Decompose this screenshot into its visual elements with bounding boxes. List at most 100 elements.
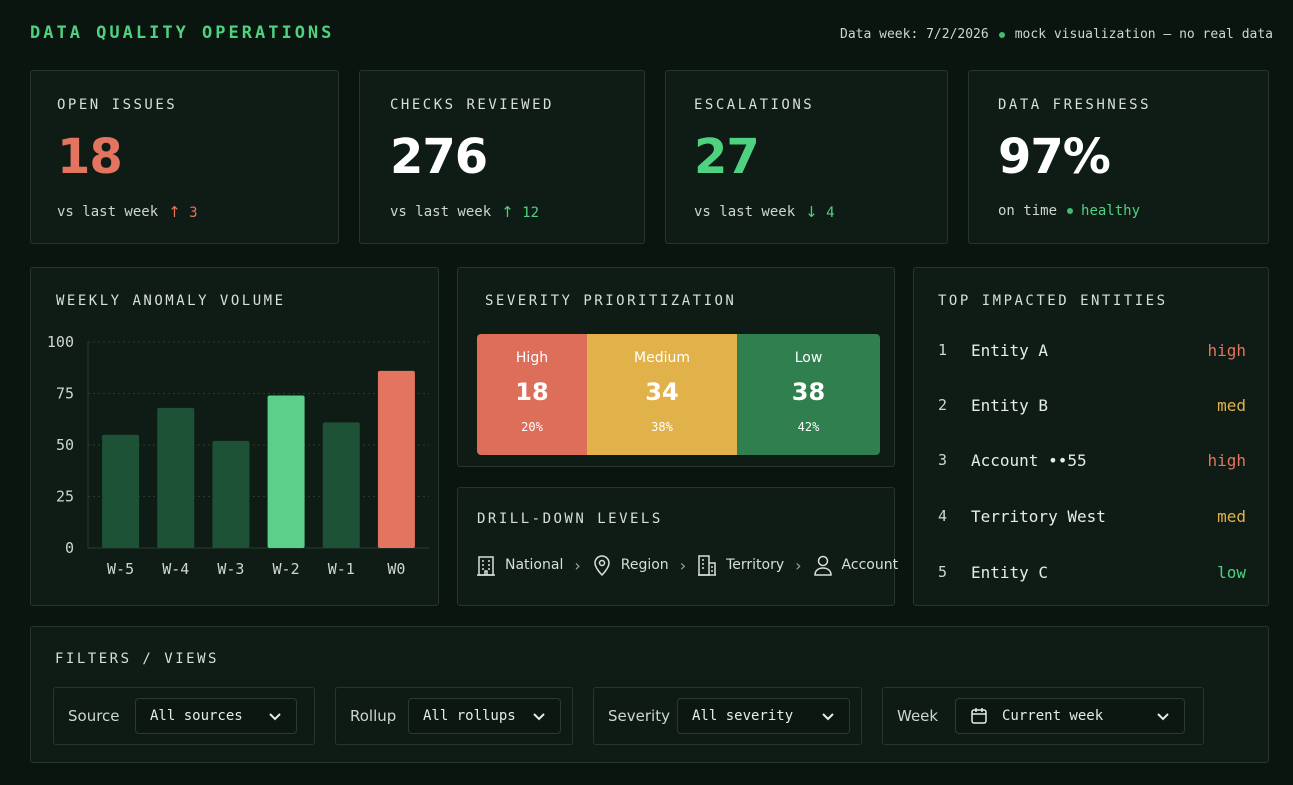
status-healthy: healthy xyxy=(1067,203,1140,219)
kpi-sub-label: on time xyxy=(998,203,1058,219)
bar-w-3[interactable] xyxy=(212,440,250,548)
kpi-delta-value: ↑ 12 xyxy=(501,203,539,221)
week-select[interactable]: Current week xyxy=(955,698,1185,734)
x-tick-label: W-4 xyxy=(162,560,189,578)
y-tick-label: 75 xyxy=(56,385,74,403)
drilldown-breadcrumb: National › Region › Territory › Account xyxy=(476,554,898,576)
severity-pct: 42% xyxy=(797,420,820,434)
severity-pct: 20% xyxy=(521,420,543,434)
filter-rollup: Rollup All rollups xyxy=(335,687,573,745)
entity-row[interactable]: 5 Entity C low xyxy=(938,563,1246,582)
kpi-label: OPEN ISSUES xyxy=(57,97,178,113)
entity-rank: 5 xyxy=(938,563,948,581)
severity-name: Low xyxy=(794,350,823,366)
kpi-delta-value: ↑ 3 xyxy=(168,203,197,221)
filter-label: Source xyxy=(68,707,120,725)
drill-level-account[interactable]: Account xyxy=(813,554,898,576)
kpi-card-open-issues: OPEN ISSUES 18 vs last week ↑ 3 xyxy=(30,70,339,244)
entity-severity: high xyxy=(1207,451,1246,470)
chevron-right-icon: › xyxy=(574,555,581,575)
chevron-right-icon: › xyxy=(679,555,687,575)
rollup-select[interactable]: All rollups xyxy=(408,698,561,734)
source-select[interactable]: All sources xyxy=(135,698,297,734)
x-tick-label: W-2 xyxy=(273,560,300,578)
arrow-up-icon: ↑ xyxy=(168,203,181,221)
kpi-value: 18 xyxy=(57,129,123,185)
severity-segment-high[interactable]: High 18 20% xyxy=(477,334,587,455)
entity-row[interactable]: 2 Entity B med xyxy=(938,396,1246,415)
map-pin-icon xyxy=(593,555,610,576)
x-tick-label: W-1 xyxy=(328,560,355,578)
severity-segment-low[interactable]: Low 38 42% xyxy=(737,334,880,455)
calendar-icon xyxy=(971,708,987,724)
kpi-value: 27 xyxy=(694,129,760,185)
x-tick-label: W-3 xyxy=(217,560,244,578)
entity-name: Entity B xyxy=(971,396,1049,415)
mock-note: mock visualization — no real data xyxy=(1014,27,1273,42)
severity-pct: 38% xyxy=(651,420,673,434)
user-icon xyxy=(813,555,832,576)
entity-row[interactable]: 3 Account ••55 high xyxy=(938,451,1246,470)
entity-rank: 3 xyxy=(938,451,948,469)
entity-severity: med xyxy=(1217,396,1246,415)
drill-level-label: Territory xyxy=(726,557,785,573)
entity-row[interactable]: 1 Entity A high xyxy=(938,341,1246,360)
severity-title: SEVERITY PRIORITIZATION xyxy=(485,293,737,309)
kpi-delta: vs last week ↓ 4 xyxy=(694,203,835,221)
severity-segment-medium[interactable]: Medium 34 38% xyxy=(587,334,737,455)
filter-severity: Severity All severity xyxy=(593,687,862,745)
status-dot xyxy=(1067,208,1074,214)
filter-week: Week Current week xyxy=(882,687,1204,745)
severity-select[interactable]: All severity xyxy=(677,698,850,734)
entity-name: Entity C xyxy=(971,563,1049,582)
filter-label: Rollup xyxy=(350,707,397,725)
entity-name: Territory West xyxy=(971,507,1106,526)
x-tick-label: W0 xyxy=(387,560,405,578)
kpi-label: ESCALATIONS xyxy=(694,97,815,113)
entity-name: Account ••55 xyxy=(971,451,1087,470)
arrow-up-icon: ↑ xyxy=(501,203,514,221)
drill-level-label: National xyxy=(505,557,564,573)
severity-count: 34 xyxy=(645,378,679,406)
arrow-down-icon: ↓ xyxy=(805,203,818,221)
kpi-delta: vs last week ↑ 12 xyxy=(390,203,539,221)
drill-level-national[interactable]: National xyxy=(476,554,563,576)
select-value: All sources xyxy=(150,708,243,724)
page-title: DATA QUALITY OPERATIONS xyxy=(30,23,335,43)
bar-w-2[interactable] xyxy=(267,395,305,548)
drill-level-territory[interactable]: Territory xyxy=(697,554,784,576)
filter-source: Source All sources xyxy=(53,687,315,745)
severity-name: High xyxy=(515,350,549,366)
filters-panel: FILTERS / VIEWS Source All sources Rollu… xyxy=(30,626,1269,763)
chevron-right-icon: › xyxy=(795,555,802,575)
entity-severity: med xyxy=(1217,507,1246,526)
status-dot xyxy=(998,31,1005,38)
building-icon xyxy=(477,556,495,576)
header-meta: Data week: 7/2/2026 mock visualization —… xyxy=(840,27,1273,42)
kpi-label: DATA FRESHNESS xyxy=(998,97,1152,113)
select-value: All rollups xyxy=(423,708,516,724)
kpi-delta: vs last week ↑ 3 xyxy=(57,203,198,221)
y-tick-label: 25 xyxy=(56,488,74,506)
chevron-down-icon xyxy=(269,713,281,721)
entities-title: TOP IMPACTED ENTITIES xyxy=(938,293,1168,309)
bar-w-4[interactable] xyxy=(157,407,195,548)
entity-row[interactable]: 4 Territory West med xyxy=(938,507,1246,526)
entity-rank: 2 xyxy=(938,396,948,414)
filter-label: Week xyxy=(897,707,939,725)
select-value: Current week xyxy=(1002,708,1104,724)
severity-name: Medium xyxy=(634,350,690,366)
severity-count: 18 xyxy=(515,378,549,406)
severity-panel: SEVERITY PRIORITIZATION High 18 20% Medi… xyxy=(457,267,895,467)
chevron-down-icon xyxy=(822,713,834,721)
bar-w-5[interactable] xyxy=(102,434,140,548)
filter-label: Severity xyxy=(608,707,670,725)
drill-level-region[interactable]: Region xyxy=(592,554,669,576)
bar-w-1[interactable] xyxy=(322,422,360,548)
select-value: All severity xyxy=(692,708,794,724)
chart-title: WEEKLY ANOMALY VOLUME xyxy=(56,293,286,309)
kpi-value: 97% xyxy=(998,129,1111,185)
bar-w0[interactable] xyxy=(377,370,415,548)
anomaly-chart-panel: WEEKLY ANOMALY VOLUME 0 25 50 75 100 W-5 W-4 W-… xyxy=(30,267,439,606)
chevron-down-icon xyxy=(533,713,545,721)
